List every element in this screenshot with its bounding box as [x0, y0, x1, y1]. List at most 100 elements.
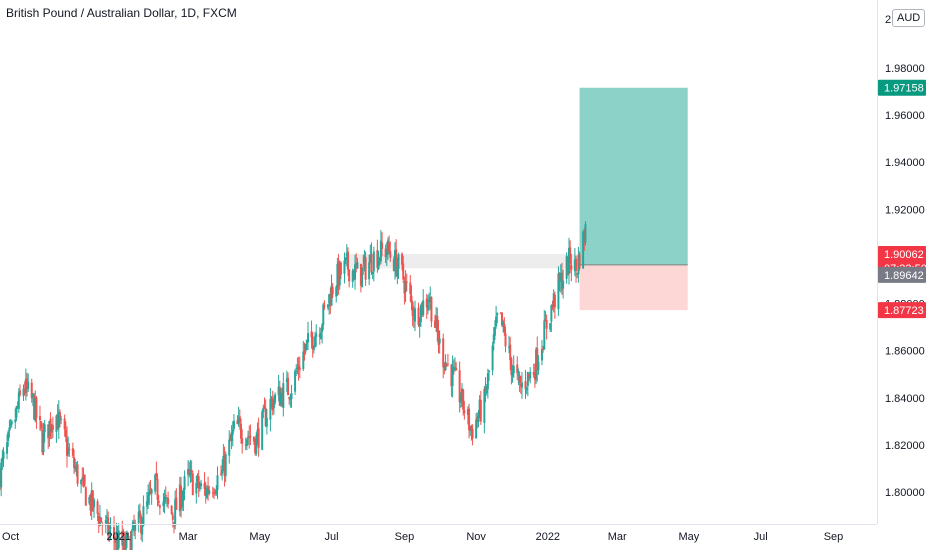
candle-body — [237, 418, 240, 424]
candle-body — [576, 273, 579, 275]
candle-body — [520, 382, 523, 388]
candle-body — [134, 523, 137, 531]
candle-body — [381, 242, 384, 250]
price-axis: 1.800001.820001.840001.860001.880001.900… — [885, 14, 925, 499]
candle-body — [376, 249, 379, 268]
candle-body — [89, 496, 92, 511]
candle-body — [73, 457, 76, 468]
candle-body — [24, 378, 27, 394]
candle-body — [83, 474, 86, 486]
candle-body — [285, 378, 288, 383]
candle-body — [49, 418, 52, 432]
candle-body — [34, 397, 37, 421]
candle-body — [271, 399, 274, 411]
candle-body — [378, 257, 381, 260]
candle-body — [302, 351, 305, 369]
candle-body — [198, 487, 201, 489]
candle-body — [124, 535, 127, 550]
candle-body — [458, 370, 461, 403]
candle-body — [483, 388, 486, 423]
time-tick-label: Jul — [324, 531, 338, 543]
candle-body — [430, 296, 433, 322]
candle-body — [404, 280, 407, 293]
candle-body — [64, 430, 67, 438]
candle-body — [330, 285, 333, 306]
candle-body — [519, 383, 522, 387]
candle-body — [352, 270, 355, 280]
candle-body — [453, 367, 456, 370]
candle-body — [461, 388, 464, 402]
candle-body — [419, 304, 422, 323]
candle-body — [68, 448, 71, 451]
time-axis: Oct 2021 Mar May Jul Sep Nov 2022 Mar May Jul Sep — [2, 531, 843, 543]
candle-body — [584, 224, 587, 243]
candle-body — [362, 264, 365, 266]
candle-body — [71, 448, 74, 456]
candle-body — [411, 302, 414, 317]
candle-body — [98, 516, 101, 526]
candle-body — [121, 530, 124, 546]
candle-body — [492, 334, 495, 344]
candle-body — [148, 492, 151, 496]
candle-body — [170, 505, 173, 515]
candle-body — [88, 497, 91, 504]
candle-body — [8, 427, 11, 431]
candle-body — [138, 510, 141, 517]
currency-button[interactable]: AUD — [892, 9, 926, 27]
stop-price-label-bg — [878, 302, 926, 319]
candle-body — [444, 362, 447, 371]
entry-price-label: 1.89642 — [884, 270, 924, 282]
target-price-label: 1.97158 — [884, 83, 924, 95]
candle-body — [328, 294, 331, 304]
stop-price-label: 1.87723 — [884, 305, 924, 317]
candle-body — [322, 304, 325, 325]
candle-body — [537, 361, 540, 371]
candle-body — [27, 381, 30, 389]
candle-body — [84, 487, 87, 506]
candle-body — [182, 490, 185, 501]
candle-body — [517, 374, 520, 376]
candle-body — [187, 468, 190, 475]
candle-body — [257, 428, 260, 448]
candle-body — [452, 367, 455, 369]
candle-body — [386, 240, 389, 254]
candle-body — [191, 473, 194, 496]
candle-body — [263, 406, 266, 409]
time-tick-label: Mar — [608, 531, 627, 543]
time-tick-label: May — [679, 531, 700, 543]
candle-body — [97, 515, 100, 526]
candle-body — [196, 475, 199, 482]
candle-body — [326, 304, 329, 308]
candle-body — [129, 535, 132, 550]
price-tick-label: 1.84000 — [885, 393, 925, 405]
candle-body — [356, 262, 359, 269]
candle-body — [553, 294, 556, 308]
entry-price-label-bg — [878, 266, 926, 283]
candle-body — [331, 287, 334, 295]
price-tick-label: 1.86000 — [885, 346, 925, 358]
candle-body — [428, 300, 431, 303]
candle-body — [281, 392, 284, 406]
candle-body — [122, 536, 125, 547]
candle-body — [545, 320, 548, 329]
candle-body — [323, 305, 326, 307]
candle-body — [412, 316, 415, 320]
candle-body — [56, 414, 59, 430]
candle-body — [426, 304, 429, 310]
candle-body — [526, 372, 529, 387]
candle-body — [203, 483, 206, 489]
candle-body — [379, 240, 382, 262]
time-tick-label: Nov — [466, 531, 486, 543]
candle-body — [345, 252, 348, 257]
candle-body — [477, 415, 480, 423]
candle-body — [18, 390, 21, 395]
candle-body — [47, 424, 50, 439]
candle-body — [397, 254, 400, 269]
candle-body — [304, 343, 307, 352]
price-tick-label: 1.94000 — [885, 157, 925, 169]
candle-body — [211, 492, 214, 494]
candle-body — [450, 364, 453, 387]
candle-body — [81, 477, 84, 479]
candle-body — [401, 253, 404, 265]
